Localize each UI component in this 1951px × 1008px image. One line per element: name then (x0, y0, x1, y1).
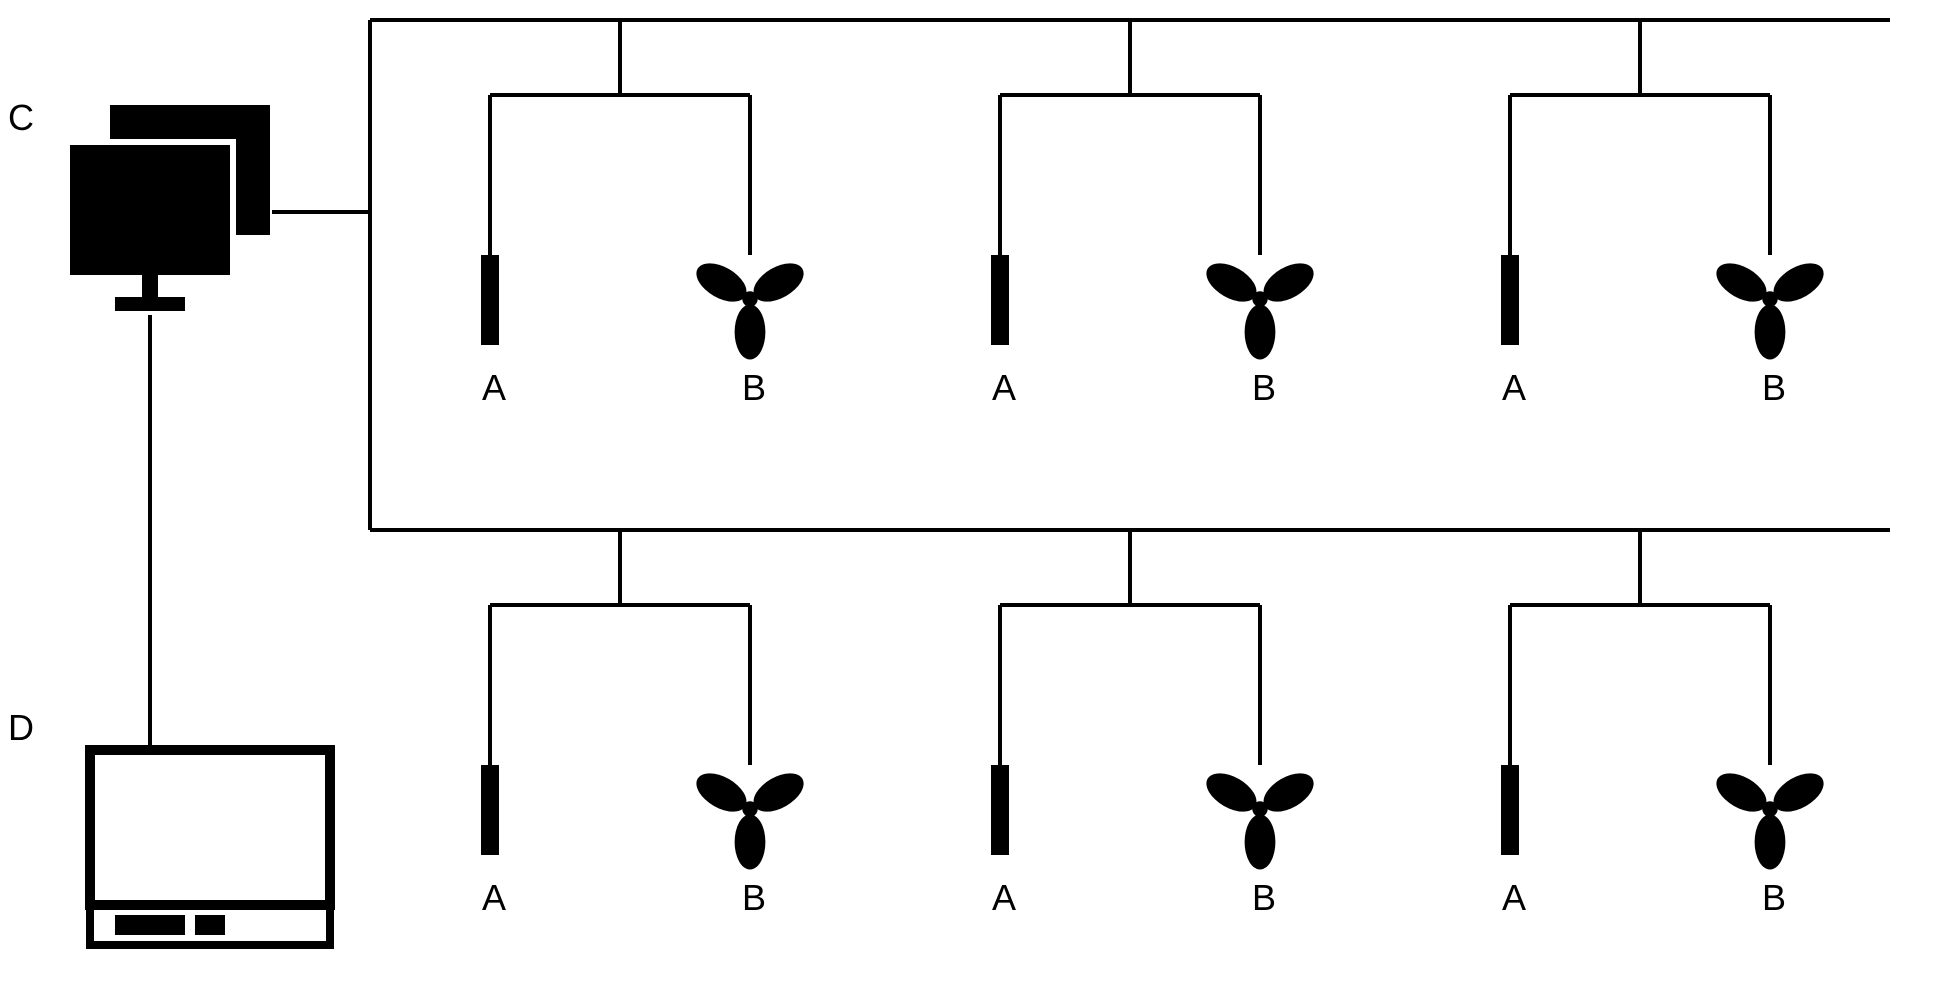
laptop-key-1 (195, 915, 225, 935)
unit-r0-c0-fan-icon (690, 255, 810, 359)
unit-r0-c1-label-a: A (992, 367, 1016, 408)
label-d: D (8, 707, 34, 748)
unit-r0-c2-fan-icon (1710, 255, 1830, 359)
unit-r0-c1-sensor-icon (991, 255, 1009, 345)
unit-r1-c0-sensor-icon (481, 765, 499, 855)
unit-r0-c0-label-a: A (482, 367, 506, 408)
unit-r1-c0-label-a: A (482, 877, 506, 918)
unit-r1-c0-label-b: B (742, 877, 766, 918)
unit-r0-c1-label-b: B (1252, 367, 1276, 408)
unit-r1-c2-fan-icon (1710, 765, 1830, 869)
unit-r0-c2-label-a: A (1502, 367, 1526, 408)
label-c: C (8, 97, 34, 138)
laptop-key-0 (115, 915, 185, 935)
unit-r0-c0-label-b: B (742, 367, 766, 408)
unit-r0-c2-label-b: B (1762, 367, 1786, 408)
monitor-front-icon (70, 145, 230, 275)
unit-r1-c2-sensor-icon (1501, 765, 1519, 855)
laptop-lid-icon (90, 750, 330, 905)
unit-r1-c1-sensor-icon (991, 765, 1009, 855)
unit-r0-c1-fan-icon (1200, 255, 1320, 359)
unit-r1-c1-label-b: B (1252, 877, 1276, 918)
unit-r1-c2-label-a: A (1502, 877, 1526, 918)
unit-r1-c1-fan-icon (1200, 765, 1320, 869)
unit-r1-c1-label-a: A (992, 877, 1016, 918)
monitor-front-stand (142, 275, 158, 297)
unit-r1-c2-label-b: B (1762, 877, 1786, 918)
unit-r1-c0-fan-icon (690, 765, 810, 869)
unit-r0-c0-sensor-icon (481, 255, 499, 345)
unit-r0-c2-sensor-icon (1501, 255, 1519, 345)
monitor-front-base (115, 297, 185, 311)
